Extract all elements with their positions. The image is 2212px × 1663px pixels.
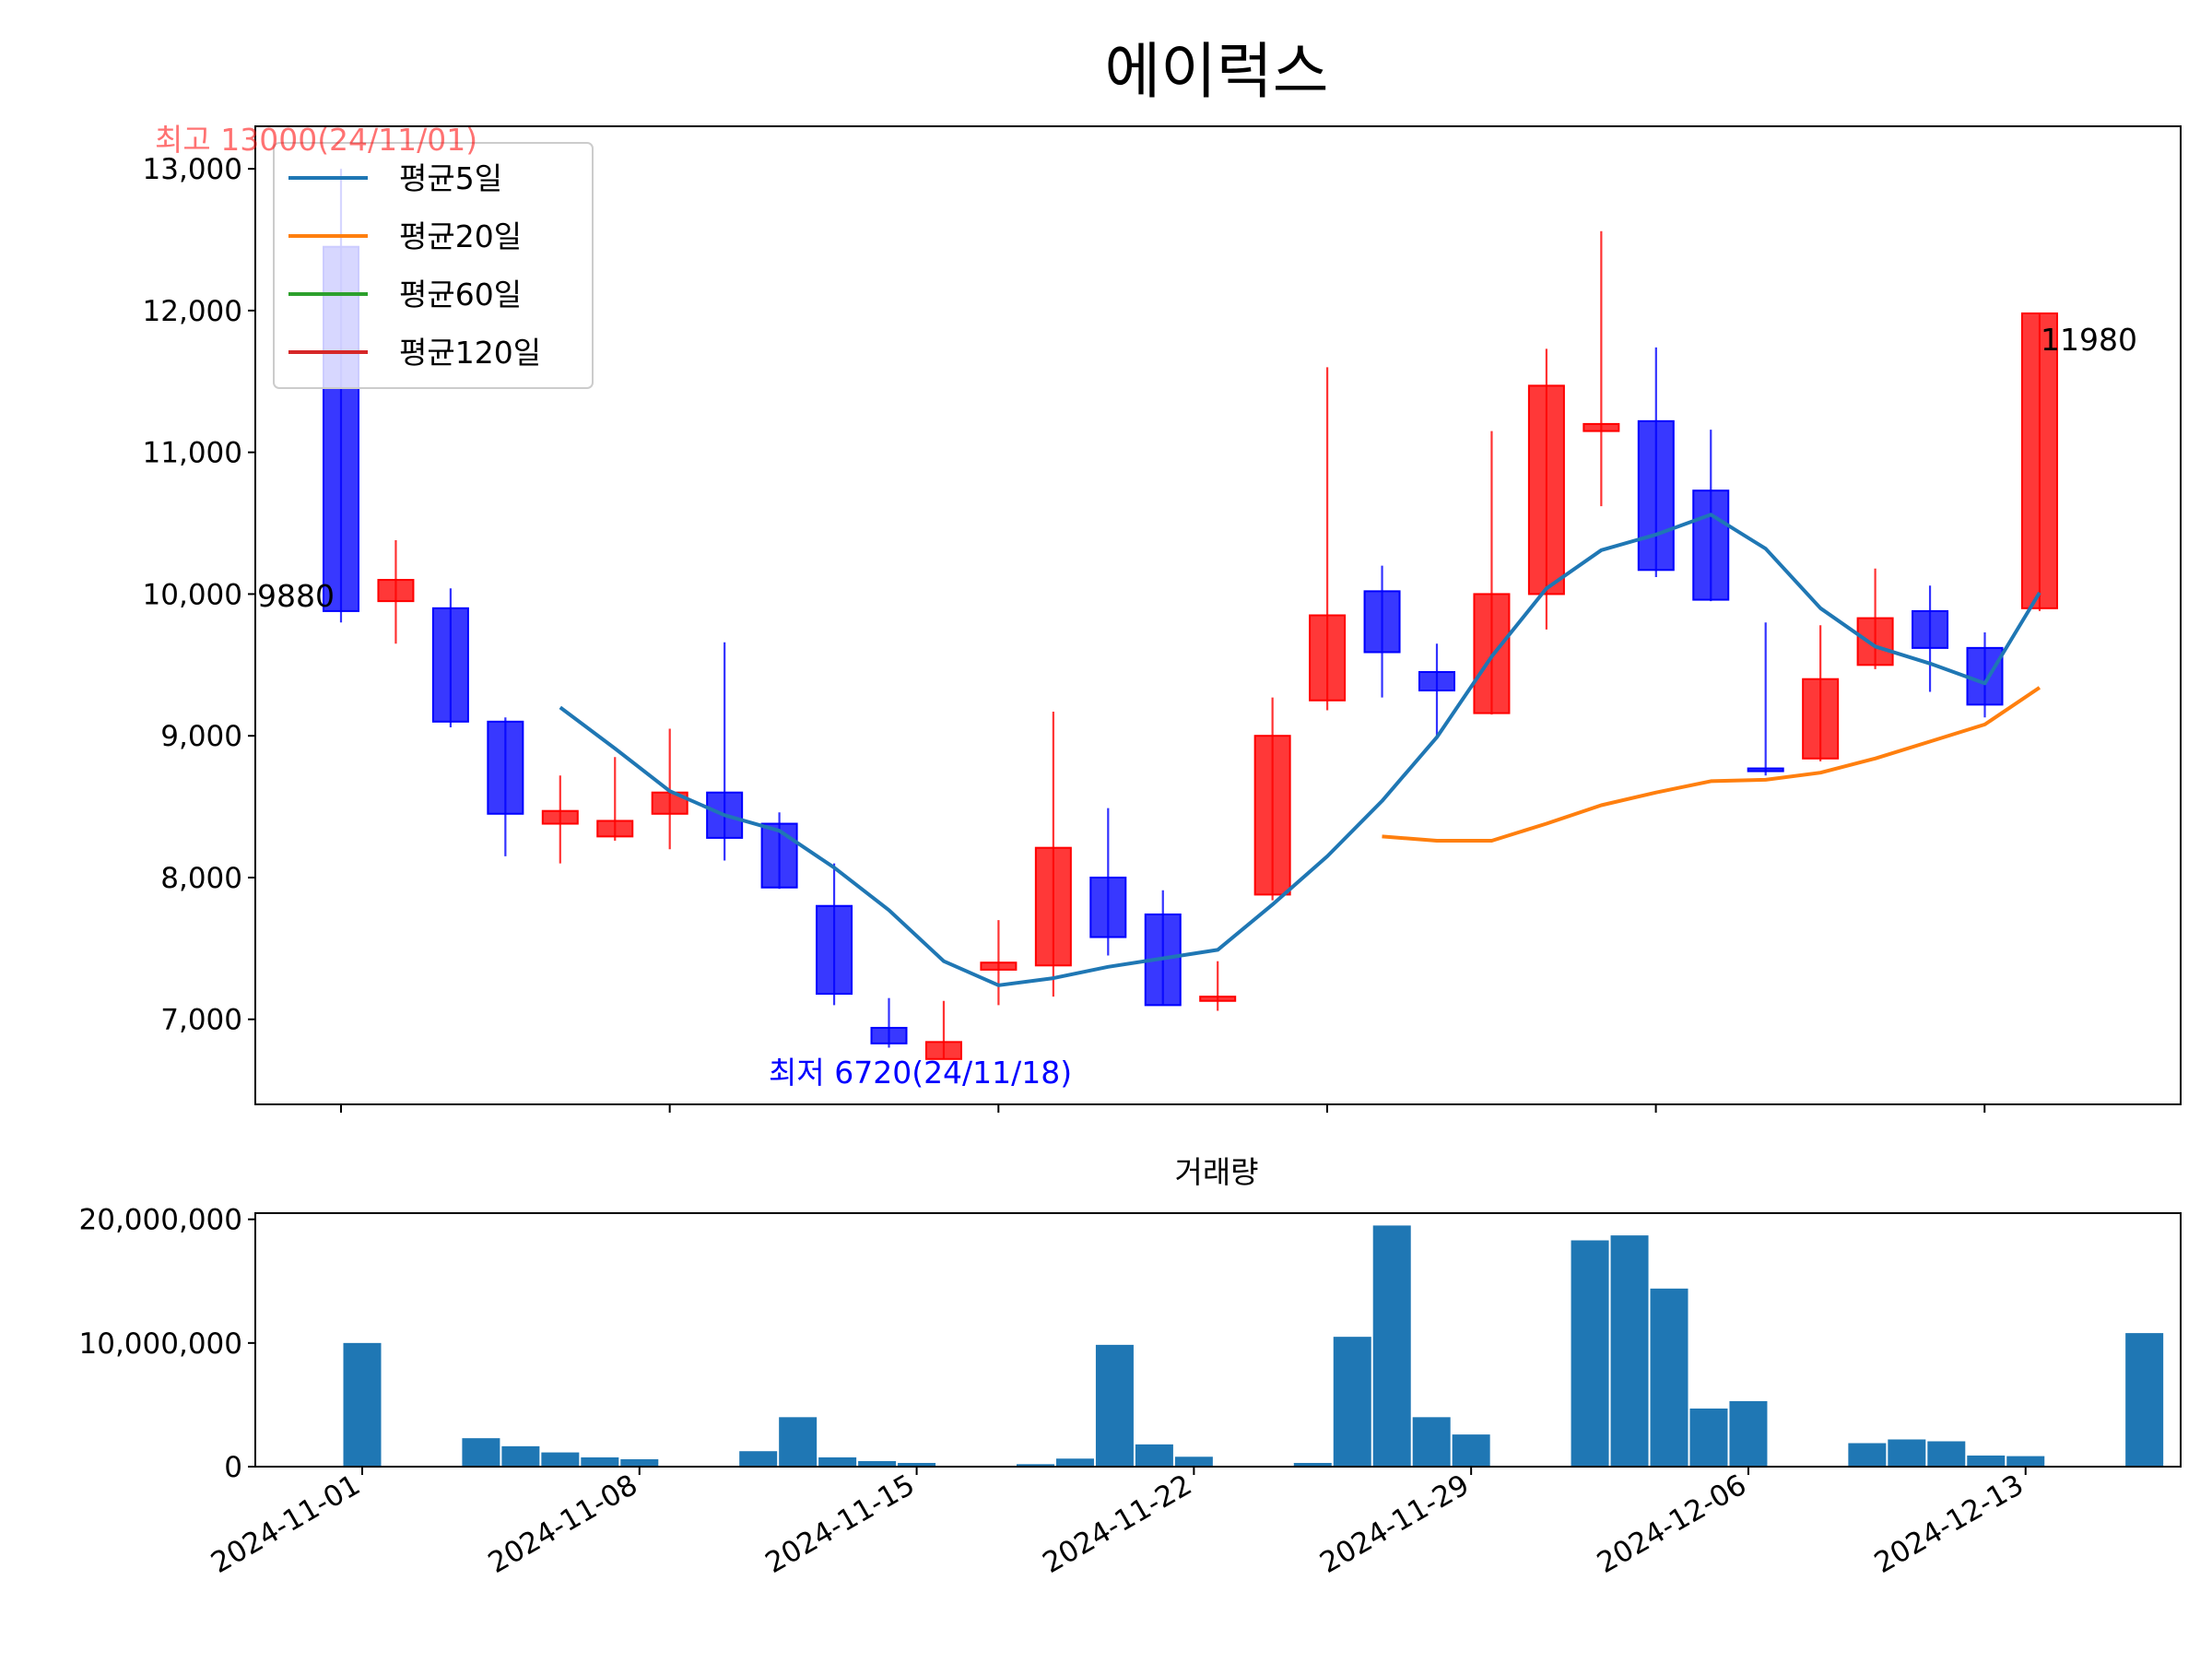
volume-bar — [739, 1451, 778, 1467]
candle-body — [1309, 614, 1347, 702]
volume-xtick-label: 2024-12-06 — [1592, 1468, 1752, 1580]
volume-bar — [462, 1438, 500, 1467]
candle-body — [816, 904, 853, 996]
volume-bar — [818, 1457, 857, 1467]
volume-bar — [1452, 1434, 1490, 1467]
candle-body — [924, 1041, 962, 1060]
candle-body — [1966, 646, 2004, 706]
volume-bar — [858, 1460, 897, 1467]
volume-bar — [1055, 1458, 1094, 1467]
volume-ytick-label: 10,000,000 — [79, 1327, 243, 1361]
volume-bar — [1016, 1464, 1054, 1467]
volume-bar — [1293, 1462, 1332, 1467]
volume-bar — [2006, 1456, 2045, 1467]
volume-bar — [620, 1458, 659, 1467]
price-ytick-label: 7,000 — [160, 1004, 242, 1037]
price-ytick-label: 8,000 — [160, 862, 242, 895]
volume-bar — [541, 1452, 580, 1467]
price-plot-frame — [254, 125, 2182, 1105]
volume-bar — [2125, 1333, 2164, 1467]
volume-bar — [1927, 1441, 1966, 1467]
candle-body — [1199, 996, 1237, 1002]
ma20-line — [1382, 686, 2041, 843]
ma5-line — [559, 513, 2041, 987]
legend-label: 평균20일 — [399, 218, 522, 254]
volume-ytick-label: 0 — [224, 1451, 242, 1484]
candle-body — [1856, 617, 1894, 666]
volume-bar — [1412, 1417, 1451, 1467]
candle-body — [1912, 609, 1949, 649]
volume-ytick-label: 20,000,000 — [79, 1204, 243, 1237]
volume-bar — [1888, 1439, 1926, 1467]
chart-title: 에이럭스 — [1105, 36, 1329, 107]
volume-bar — [1571, 1240, 1609, 1467]
price-ytick-label: 9,000 — [160, 720, 242, 753]
volume-xtick-label: 2024-12-13 — [1869, 1468, 2030, 1580]
candle-body — [870, 1026, 908, 1044]
legend-label: 평균60일 — [399, 277, 522, 313]
candle-body — [1363, 590, 1401, 654]
volume-xtick-label: 2024-11-01 — [206, 1468, 366, 1580]
volume-bar — [1333, 1337, 1371, 1467]
candle-body — [541, 809, 579, 825]
legend-box — [273, 142, 594, 389]
volume-bar — [501, 1445, 540, 1467]
volume-bar — [779, 1417, 818, 1467]
volume-bar — [1135, 1444, 1173, 1467]
volume-bar — [1610, 1235, 1649, 1467]
candle-body — [377, 579, 415, 603]
volume-xtick-label: 2024-11-29 — [1314, 1468, 1475, 1580]
volume-xtick-label: 2024-11-15 — [760, 1468, 921, 1580]
volume-bar — [1729, 1400, 1768, 1467]
candle-body — [1637, 419, 1675, 572]
low-annotation: 최저 6720(24/11/18) — [769, 1055, 1072, 1091]
price-ytick-label: 13,000 — [143, 153, 242, 186]
price-ytick-label: 12,000 — [143, 295, 242, 328]
candle-body — [1802, 678, 1840, 760]
legend-label: 평균120일 — [399, 335, 541, 371]
volume-xtick-label: 2024-11-22 — [1037, 1468, 1197, 1580]
volume-plot-frame — [254, 1212, 2182, 1468]
candle-body — [1527, 384, 1565, 596]
last-close-label: 11980 — [2041, 322, 2137, 358]
volume-bar — [898, 1462, 936, 1467]
candle-body — [1034, 846, 1072, 967]
first-close-label: 9880 — [257, 578, 335, 614]
candle-body — [1583, 422, 1620, 432]
volume-bar — [1848, 1443, 1887, 1467]
volume-bar — [1650, 1288, 1688, 1467]
candle-body — [1473, 593, 1511, 714]
volume-title: 거래량 — [1174, 1154, 1258, 1190]
candle-body — [760, 822, 798, 889]
price-ytick-label: 11,000 — [143, 437, 242, 470]
volume-xtick-label: 2024-11-08 — [483, 1468, 643, 1580]
legend-label: 평균5일 — [399, 160, 502, 196]
price-ytick-label: 10,000 — [143, 578, 242, 611]
high-annotation: 최고 13000(24/11/01) — [155, 122, 477, 158]
volume-bar — [343, 1342, 382, 1467]
volume-bar — [1372, 1225, 1411, 1467]
volume-bar — [1095, 1344, 1134, 1467]
candle-body — [1692, 489, 1730, 601]
candle-body — [487, 720, 524, 815]
candle-body — [1253, 735, 1291, 896]
volume-bar — [1967, 1455, 2006, 1467]
candle-body — [431, 607, 469, 723]
volume-bar — [581, 1457, 619, 1467]
candle-body — [1418, 671, 1455, 691]
volume-bar — [1689, 1408, 1728, 1467]
candle-body — [2020, 312, 2058, 609]
candle-body — [1089, 876, 1127, 938]
candle-body — [596, 820, 634, 838]
volume-bar — [1174, 1457, 1213, 1467]
candle-body — [1747, 767, 1784, 773]
candle-body — [980, 961, 1018, 971]
